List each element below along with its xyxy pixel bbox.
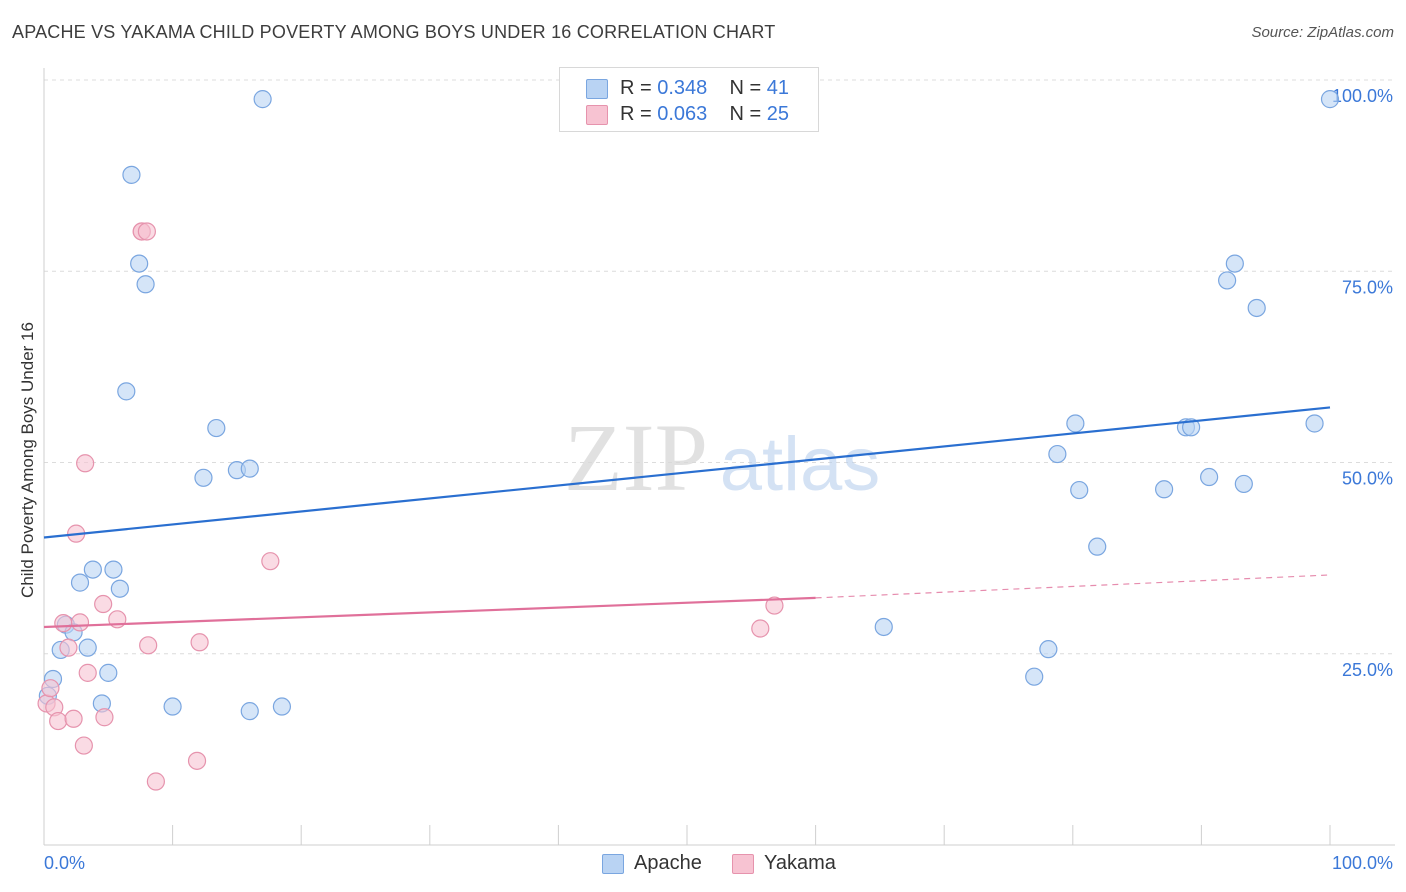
yakama-point [765, 596, 784, 615]
yakama-point [95, 708, 114, 727]
apache-point [194, 468, 213, 487]
apache-point [1200, 467, 1219, 487]
gridlines [44, 79, 1395, 655]
yakama-legend-label: Yakama [764, 852, 836, 874]
apache-point [163, 697, 182, 716]
yakama-point [41, 679, 60, 698]
apache-point [78, 638, 97, 657]
y-tick-labels: 25.0% 50.0% 75.0% 100.0% [1332, 86, 1393, 680]
y-tick-label: 50.0% [1342, 469, 1393, 489]
yakama-point [70, 613, 90, 632]
apache-point [272, 697, 292, 716]
apache-point [122, 165, 141, 184]
apache-point [253, 90, 272, 109]
yakama-point [187, 751, 207, 770]
apache-point [1066, 414, 1085, 433]
yakama-point [261, 552, 280, 571]
apache-point [1088, 537, 1107, 556]
correlation-legend: R = 0.348 N = 41 R = 0.063 N = 25 [559, 67, 819, 132]
apache-point [104, 560, 123, 579]
apache-point [1070, 480, 1089, 500]
apache-point [874, 617, 893, 637]
x-tick-label-max: 100.0% [1332, 853, 1393, 873]
apache-point [1234, 474, 1253, 494]
yakama-point [94, 594, 113, 614]
yakama-point [59, 638, 78, 657]
apache-legend-swatch [602, 854, 624, 874]
apache-point [1048, 444, 1067, 464]
apache-n-label: N = [729, 77, 762, 99]
apache-legend-label: Apache [634, 852, 702, 874]
apache-point [1155, 480, 1174, 499]
apache-point [1039, 640, 1058, 659]
watermark-atlas: atlas [720, 422, 881, 507]
yakama-n-label: N = [729, 103, 762, 125]
apache-point [240, 702, 259, 721]
apache-point [117, 382, 136, 401]
yakama-r-value: 0.063 [657, 103, 708, 125]
yakama-swatch [586, 105, 608, 125]
source-credit: Source: ZipAtlas.com [1251, 24, 1394, 41]
yakama-point [751, 619, 770, 638]
y-tick-label: 75.0% [1342, 277, 1393, 297]
yakama-n-value: 25 [766, 103, 790, 125]
apache-r-value: 0.348 [657, 77, 708, 99]
yakama-point [76, 454, 95, 473]
apache-point [83, 560, 102, 579]
apache-point [1247, 298, 1266, 318]
watermark: ZIP atlas [564, 404, 880, 511]
apache-point [110, 579, 129, 598]
apache-r-label: R = [620, 77, 652, 99]
yakama-point [146, 772, 165, 791]
yakama-trend-line [43, 596, 816, 629]
yakama-point [137, 222, 156, 241]
yakama-point [49, 711, 68, 731]
yakama-r-label: R = [620, 103, 652, 125]
apache-swatch [586, 79, 608, 99]
apache-point [240, 459, 259, 478]
apache-point [70, 573, 90, 592]
apache-point [130, 254, 149, 273]
yakama-point [54, 614, 73, 633]
x-tick-labels: 0.0% 100.0% [44, 853, 1393, 873]
yakama-point [139, 636, 158, 655]
yakama-point [74, 736, 93, 755]
chart-title: APACHE VS YAKAMA CHILD POVERTY AMONG BOY… [12, 22, 776, 42]
yakama-point [64, 709, 83, 728]
yakama-point [190, 633, 209, 652]
apache-point [136, 275, 155, 294]
apache-point [207, 418, 226, 438]
apache-point [1182, 418, 1201, 437]
y-tick-label: 25.0% [1342, 660, 1393, 680]
apache-point [1218, 271, 1237, 290]
yakama-trend-extension [815, 574, 1331, 599]
watermark-zip: ZIP [564, 404, 708, 511]
apache-point [1305, 414, 1324, 433]
yakama-point [78, 663, 97, 682]
y-tick-label: 100.0% [1332, 86, 1393, 106]
apache-n-value: 41 [766, 77, 790, 99]
apache-point [1025, 667, 1044, 686]
yakama-legend-swatch [732, 854, 754, 874]
trend-lines [43, 406, 1331, 629]
apache-trend-line [43, 406, 1331, 539]
axes [43, 68, 1395, 846]
x-tick-label-min: 0.0% [44, 853, 85, 873]
apache-point [99, 663, 118, 682]
apache-point [1320, 90, 1340, 109]
apache-point [1225, 254, 1244, 273]
